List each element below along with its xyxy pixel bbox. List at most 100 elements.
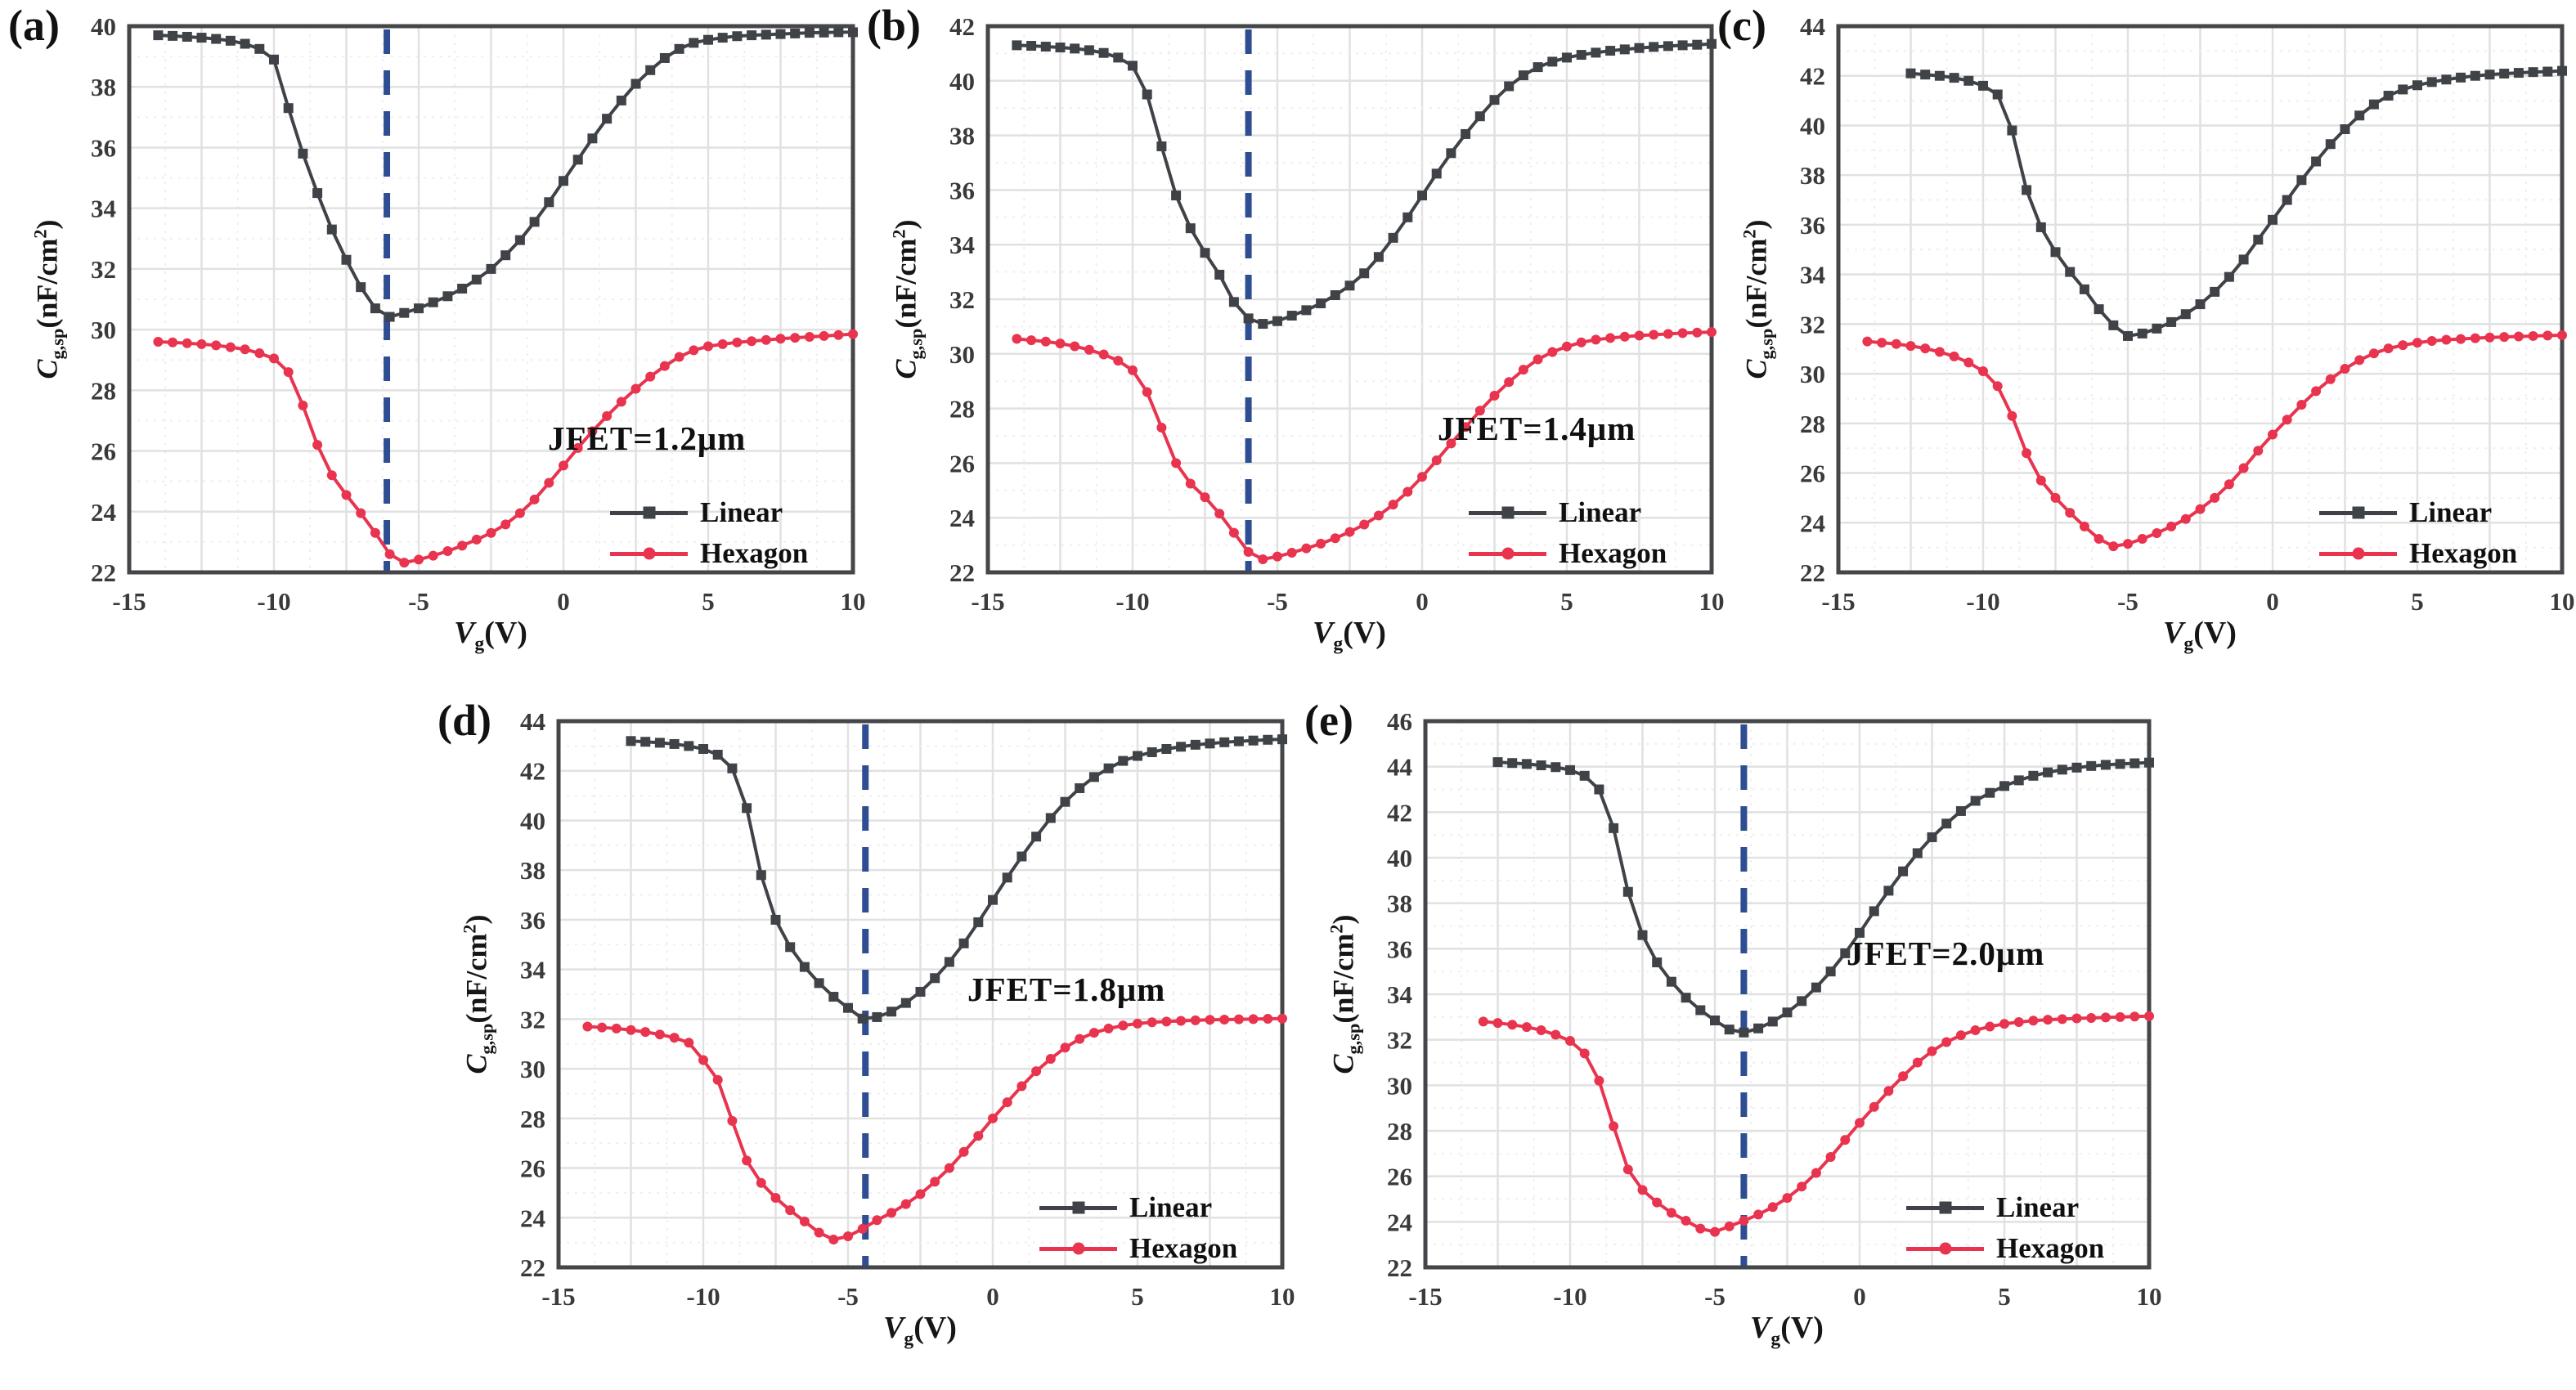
panel-e: -15 -10 -5 0 5 10 22 24 26 28 30 32 34 36 38 40 42 44 46 (… xyxy=(1303,695,2161,1390)
svg-text:42: 42 xyxy=(949,12,975,41)
svg-text:-5: -5 xyxy=(837,1282,859,1311)
svg-text:44: 44 xyxy=(1800,12,1825,41)
svg-text:40: 40 xyxy=(1387,844,1412,872)
chart-canvas-c: -15 -10 -5 0 5 10 22 24 26 28 30 32 34 36 38 40 42 44 xyxy=(1800,12,2575,616)
svg-text:22: 22 xyxy=(1387,1253,1412,1282)
svg-text:36: 36 xyxy=(949,176,975,204)
svg-text:24: 24 xyxy=(1387,1208,1412,1236)
svg-text:34: 34 xyxy=(949,231,975,259)
panel-tag: (c) xyxy=(1717,1,1766,50)
svg-text:38: 38 xyxy=(949,122,975,150)
svg-text:34: 34 xyxy=(520,956,545,984)
svg-text:22: 22 xyxy=(91,558,116,587)
svg-text:40: 40 xyxy=(1800,111,1825,140)
panel-tag: (a) xyxy=(8,1,60,50)
svg-text:38: 38 xyxy=(1387,890,1412,918)
linear-marker-icon xyxy=(1906,1201,1984,1214)
svg-text:40: 40 xyxy=(520,806,545,835)
svg-text:42: 42 xyxy=(520,757,545,786)
jfet-label: JFET=2.0μm xyxy=(1847,935,2045,972)
chart-canvas-b: -15 -10 -5 0 5 10 22 24 26 28 30 32 34 36 38 40 42 xyxy=(949,12,1725,616)
svg-text:28: 28 xyxy=(1800,410,1825,438)
svg-text:32: 32 xyxy=(520,1005,545,1034)
legend-item-hexagon: Hexagon xyxy=(1906,1232,2104,1264)
linear-marker-icon xyxy=(610,506,688,519)
svg-text:36: 36 xyxy=(1387,935,1412,963)
svg-text:38: 38 xyxy=(91,73,116,101)
svg-text:0: 0 xyxy=(1853,1282,1866,1311)
hexagon-marker-icon xyxy=(1469,547,1546,560)
hexagon-marker-icon xyxy=(1906,1242,1984,1255)
svg-text:-5: -5 xyxy=(2117,587,2138,616)
panel-c: -15 -10 -5 0 5 10 22 24 26 28 30 32 34 36 38 40 42 44 (c)… xyxy=(1716,0,2574,695)
linear-marker-icon xyxy=(2319,506,2397,519)
x-axis-label: Vg(V) xyxy=(2163,616,2237,655)
svg-text:22: 22 xyxy=(520,1253,545,1282)
svg-text:-10: -10 xyxy=(1115,587,1149,616)
svg-text:22: 22 xyxy=(1800,558,1825,587)
y-axis-label: Cg,sp(nF/cm2) xyxy=(1739,219,1777,379)
svg-text:5: 5 xyxy=(1560,587,1573,616)
jfet-label: JFET=1.4μm xyxy=(1438,410,1636,447)
svg-text:28: 28 xyxy=(949,395,975,424)
legend-item-hexagon: Hexagon xyxy=(1039,1232,1237,1264)
svg-text:42: 42 xyxy=(1800,62,1825,91)
legend: Linear Hexagon xyxy=(1906,1191,2104,1264)
svg-text:44: 44 xyxy=(1387,753,1412,782)
svg-text:26: 26 xyxy=(1800,460,1825,488)
svg-text:32: 32 xyxy=(949,285,975,314)
svg-text:-10: -10 xyxy=(1553,1282,1586,1311)
svg-text:0: 0 xyxy=(557,587,570,616)
svg-text:36: 36 xyxy=(1800,211,1825,240)
svg-text:10: 10 xyxy=(1699,587,1725,616)
svg-text:-10: -10 xyxy=(686,1282,720,1311)
svg-text:-15: -15 xyxy=(112,587,146,616)
svg-text:0: 0 xyxy=(1416,587,1429,616)
svg-text:36: 36 xyxy=(520,906,545,935)
x-axis-label: Vg(V) xyxy=(883,1311,957,1350)
svg-text:42: 42 xyxy=(1387,798,1412,827)
x-axis-label: Vg(V) xyxy=(454,616,527,655)
svg-text:40: 40 xyxy=(949,67,975,96)
hexagon-marker-icon xyxy=(610,547,688,560)
svg-text:34: 34 xyxy=(1387,980,1412,1009)
svg-text:26: 26 xyxy=(91,437,116,466)
svg-text:34: 34 xyxy=(91,195,116,223)
legend-item-hexagon: Hexagon xyxy=(610,537,808,569)
svg-text:46: 46 xyxy=(1387,707,1412,736)
svg-text:10: 10 xyxy=(1270,1282,1295,1311)
panel-a: -15 -10 -5 0 5 10 22 24 26 28 30 32 34 36 38 40 (a) JFE… xyxy=(7,0,865,695)
svg-text:28: 28 xyxy=(1387,1117,1412,1146)
legend-item-hexagon: Hexagon xyxy=(1469,537,1667,569)
svg-text:24: 24 xyxy=(949,504,975,532)
y-axis-label: Cg,sp(nF/cm2) xyxy=(29,219,68,379)
svg-text:34: 34 xyxy=(1800,261,1825,289)
svg-text:30: 30 xyxy=(949,340,975,369)
linear-marker-icon xyxy=(1469,506,1546,519)
legend-item-linear: Linear xyxy=(610,496,808,528)
svg-text:30: 30 xyxy=(91,316,116,344)
panel-tag: (e) xyxy=(1304,696,1353,745)
linear-marker-icon xyxy=(1039,1201,1117,1214)
panel-b: -15 -10 -5 0 5 10 22 24 26 28 30 32 34 36 38 40 42 (b) J… xyxy=(865,0,1724,695)
svg-text:22: 22 xyxy=(949,558,975,587)
svg-text:28: 28 xyxy=(520,1105,545,1133)
svg-text:5: 5 xyxy=(702,587,715,616)
svg-text:-15: -15 xyxy=(541,1282,575,1311)
svg-text:26: 26 xyxy=(1387,1163,1412,1191)
jfet-label: JFET=1.2μm xyxy=(548,419,747,457)
svg-text:5: 5 xyxy=(1998,1282,2011,1311)
chart-canvas-a: -15 -10 -5 0 5 10 22 24 26 28 30 32 34 36 38 40 xyxy=(91,12,865,616)
svg-text:-10: -10 xyxy=(257,587,290,616)
svg-text:-5: -5 xyxy=(408,587,429,616)
legend: Linear Hexagon xyxy=(2319,496,2517,569)
svg-text:26: 26 xyxy=(949,449,975,478)
y-axis-label: Cg,sp(nF/cm2) xyxy=(459,914,497,1074)
svg-text:10: 10 xyxy=(2550,587,2575,616)
svg-text:10: 10 xyxy=(2137,1282,2162,1311)
x-axis-label: Vg(V) xyxy=(1750,1311,1824,1350)
svg-text:26: 26 xyxy=(520,1155,545,1183)
y-axis-label: Cg,sp(nF/cm2) xyxy=(1326,914,1364,1074)
hexagon-marker-icon xyxy=(1039,1242,1117,1255)
